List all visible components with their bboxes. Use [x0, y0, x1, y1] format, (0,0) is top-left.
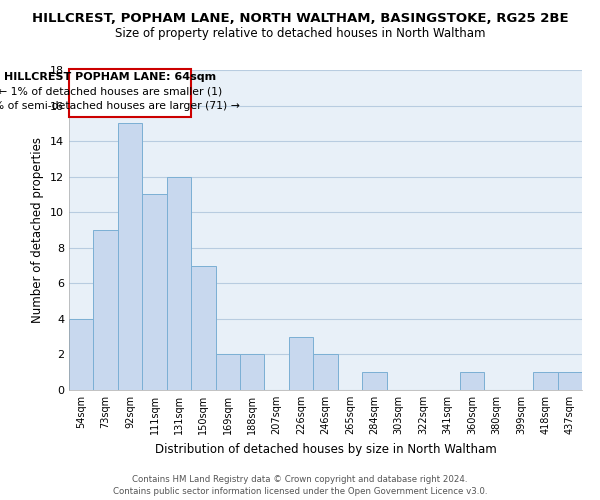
Bar [557, 372, 582, 390]
Bar [240, 354, 265, 390]
Bar [460, 372, 484, 390]
Bar [362, 372, 386, 390]
Bar [94, 230, 118, 390]
Bar [533, 372, 557, 390]
Bar [191, 266, 215, 390]
Text: ← 1% of detached houses are smaller (1): ← 1% of detached houses are smaller (1) [0, 86, 222, 97]
Bar [313, 354, 338, 390]
Bar [289, 336, 313, 390]
Text: Contains public sector information licensed under the Open Government Licence v3: Contains public sector information licen… [113, 486, 487, 496]
Y-axis label: Number of detached properties: Number of detached properties [31, 137, 44, 323]
Bar [118, 124, 142, 390]
Text: Contains HM Land Registry data © Crown copyright and database right 2024.: Contains HM Land Registry data © Crown c… [132, 476, 468, 484]
Text: HILLCREST, POPHAM LANE, NORTH WALTHAM, BASINGSTOKE, RG25 2BE: HILLCREST, POPHAM LANE, NORTH WALTHAM, B… [32, 12, 568, 26]
Text: Size of property relative to detached houses in North Waltham: Size of property relative to detached ho… [115, 28, 485, 40]
FancyBboxPatch shape [70, 69, 191, 117]
Bar [167, 176, 191, 390]
Text: 99% of semi-detached houses are larger (71) →: 99% of semi-detached houses are larger (… [0, 100, 240, 110]
X-axis label: Distribution of detached houses by size in North Waltham: Distribution of detached houses by size … [155, 442, 496, 456]
Bar [69, 319, 94, 390]
Bar [215, 354, 240, 390]
Bar [142, 194, 167, 390]
Text: HILLCREST POPHAM LANE: 64sqm: HILLCREST POPHAM LANE: 64sqm [4, 72, 216, 82]
